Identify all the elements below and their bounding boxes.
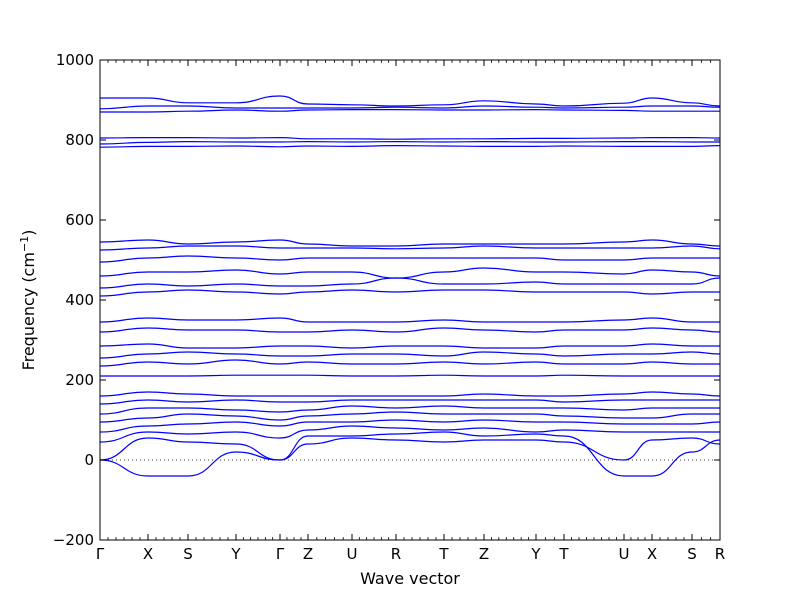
phonon-band-2 xyxy=(100,431,720,477)
phonon-band-25 xyxy=(100,105,720,110)
x-tick-label: T xyxy=(438,545,449,563)
x-tick-label: Z xyxy=(303,545,313,563)
phonon-band-14 xyxy=(100,317,720,323)
x-tick-label: T xyxy=(558,545,569,563)
y-tick-label: 0 xyxy=(84,451,94,469)
phonon-band-15 xyxy=(100,289,720,297)
x-tick-label: Γ xyxy=(276,545,285,563)
x-tick-label: R xyxy=(391,545,401,563)
x-tick-label: X xyxy=(143,545,153,563)
y-tick-label: 400 xyxy=(65,291,94,309)
y-tick-label: −200 xyxy=(53,531,94,549)
y-axis-title-unit-exp: −1 xyxy=(18,236,31,252)
phonon-band-18 xyxy=(100,255,720,263)
x-tick-label: U xyxy=(347,545,358,563)
plot-area xyxy=(100,95,720,477)
phonon-band-24 xyxy=(100,108,720,113)
phonon-band-19 xyxy=(100,245,720,251)
y-axis-title: Frequency (cm−1) xyxy=(18,230,39,371)
phonon-band-17 xyxy=(100,267,720,279)
x-tick-label: S xyxy=(687,545,697,563)
x-axis-title: Wave vector xyxy=(360,569,460,588)
phonon-band-8 xyxy=(100,391,720,397)
y-axis-title-main: Frequency (cm xyxy=(19,252,38,370)
x-tick-label: Γ xyxy=(96,545,105,563)
phonon-band-1 xyxy=(100,437,720,461)
phonon-band-4 xyxy=(100,419,720,433)
phonon-band-22 xyxy=(100,140,720,145)
y-axis: −200 0 200 400 600 800 1000 xyxy=(53,51,720,549)
y-tick-label: 1000 xyxy=(56,51,94,69)
x-tick-label: U xyxy=(619,545,630,563)
phonon-band-7 xyxy=(100,399,720,405)
phonon-band-13 xyxy=(100,327,720,333)
x-tick-label: Y xyxy=(230,545,241,563)
y-tick-label: 800 xyxy=(65,131,94,149)
phonon-band-5 xyxy=(100,411,720,423)
x-tick-label: Z xyxy=(479,545,489,563)
phonon-band-9 xyxy=(100,374,720,377)
phonon-band-21 xyxy=(100,144,720,148)
phonon-band-11 xyxy=(100,351,720,359)
y-tick-label: 200 xyxy=(65,371,94,389)
x-tick-label: X xyxy=(647,545,657,563)
plot-frame xyxy=(99,59,721,541)
x-tick-label: R xyxy=(715,545,725,563)
phonon-band-12 xyxy=(100,343,720,349)
y-axis-title-close: ) xyxy=(19,230,38,236)
phonon-band-10 xyxy=(100,359,720,367)
x-tick-label: S xyxy=(183,545,193,563)
y-tick-label: 600 xyxy=(65,211,94,229)
phonon-band-3 xyxy=(100,425,720,443)
phonon-band-20 xyxy=(100,239,720,247)
phonon-band-16 xyxy=(100,277,720,289)
phonon-band-23 xyxy=(100,136,720,140)
phonon-band-6 xyxy=(100,405,720,415)
phonon-band-26 xyxy=(100,95,720,107)
x-tick-label: Y xyxy=(530,545,541,563)
